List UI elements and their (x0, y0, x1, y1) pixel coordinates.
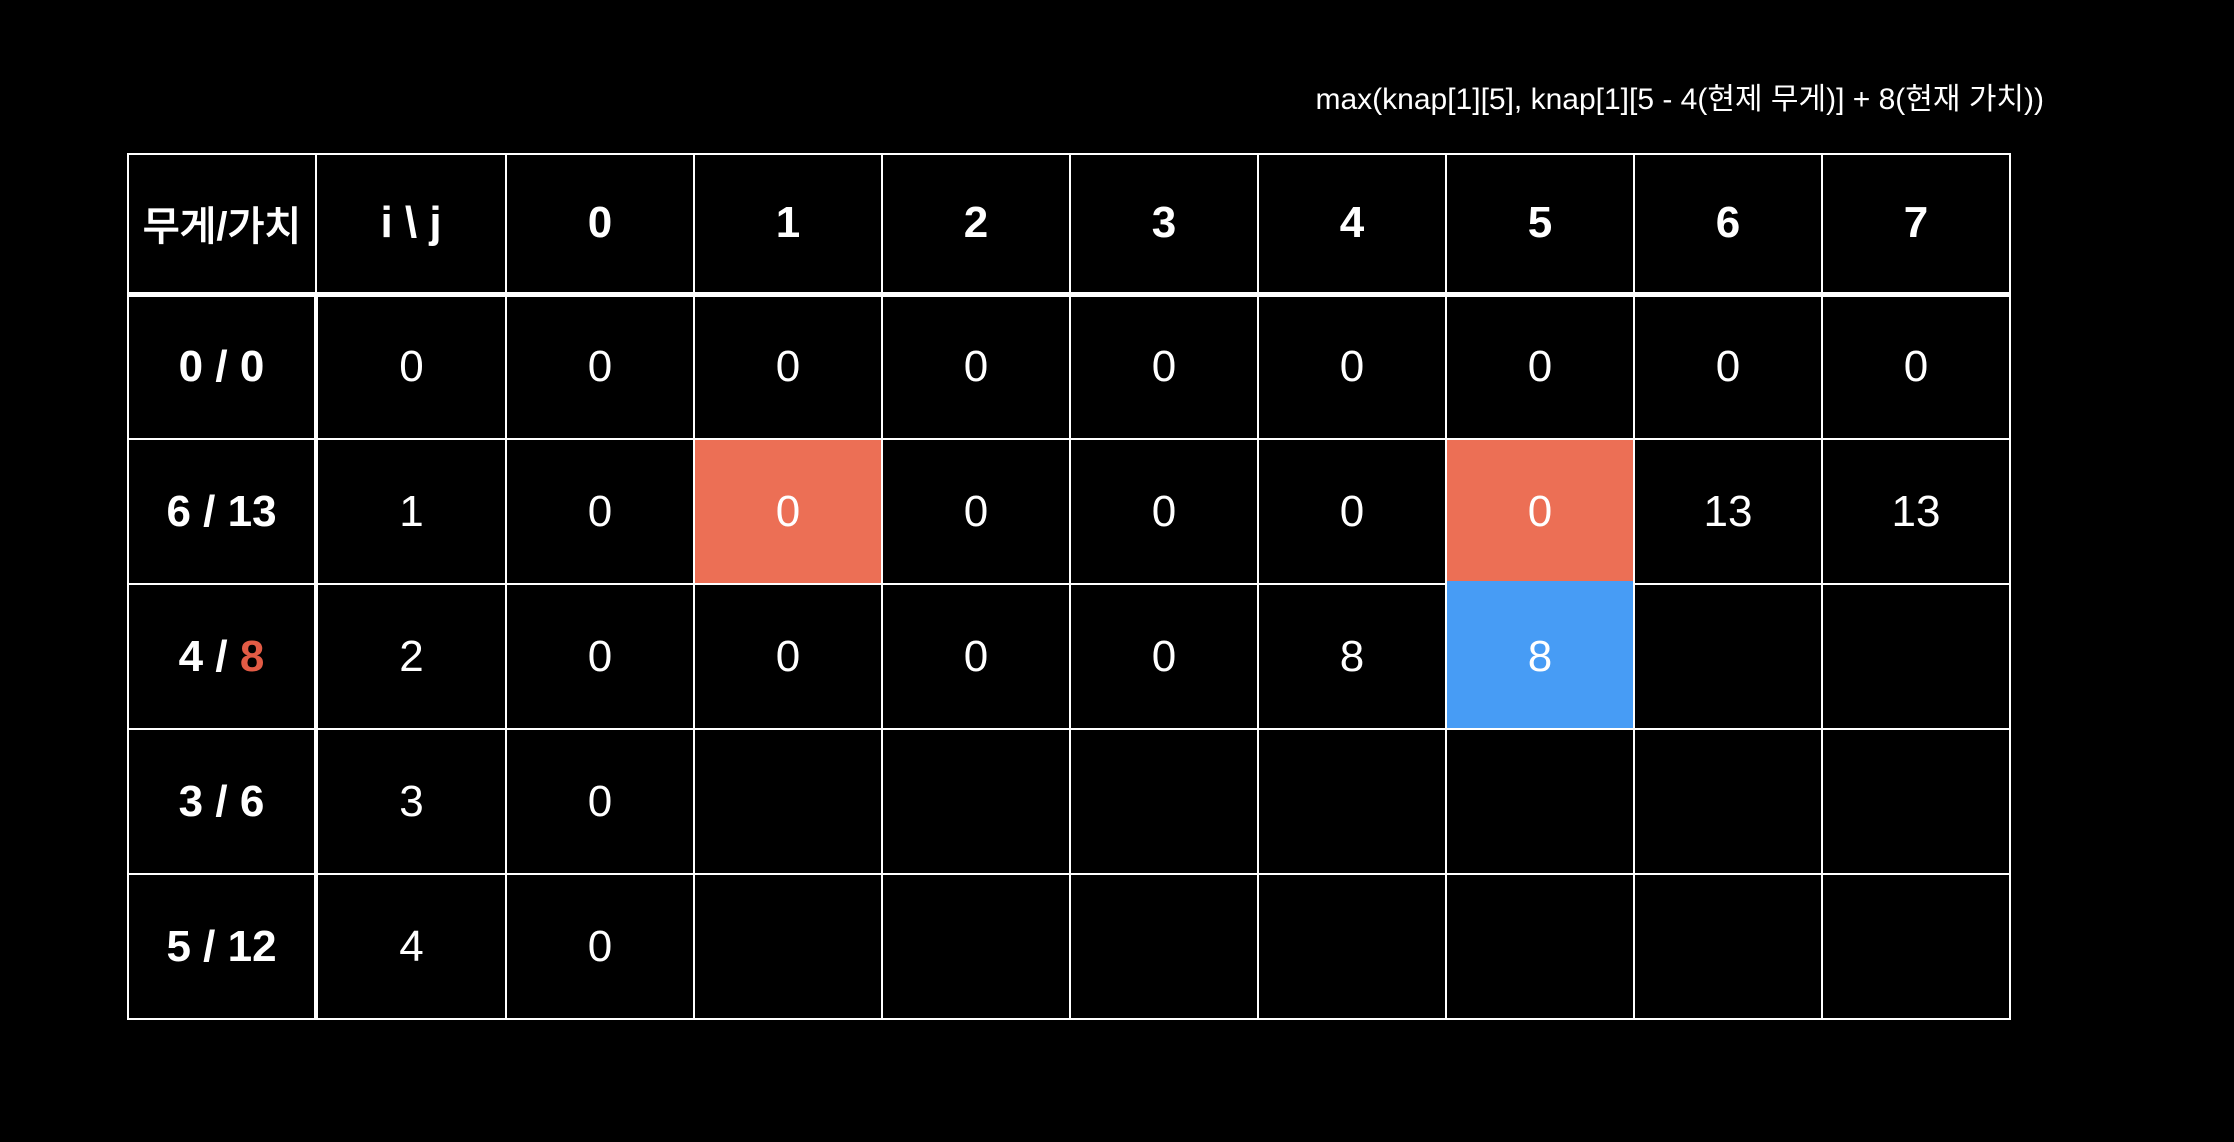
cell-r1-c5: 0 (1445, 438, 1635, 585)
row-label-value-0: 0 (239, 342, 265, 392)
row-label-sep-4: / (190, 921, 228, 971)
cell-r2-c5: 8 (1445, 582, 1635, 730)
cell-r2-c1: 0 (693, 583, 883, 730)
cell-r0-c4: 0 (1257, 293, 1447, 440)
row-index-3: 3 (315, 728, 507, 875)
cell-r1-c2: 0 (881, 438, 1071, 585)
row-label-sep-0: / (203, 342, 240, 392)
cell-r2-c0: 0 (505, 583, 695, 730)
row-label-value-4: 12 (227, 921, 277, 971)
cell-r0-c7: 0 (1821, 293, 2011, 440)
cell-r1-c3: 0 (1069, 438, 1259, 585)
cell-r0-c0: 0 (505, 293, 695, 440)
cell-r3-c4 (1257, 728, 1447, 875)
row-label-weight-0: 0 (178, 342, 204, 392)
cell-r3-c2 (881, 728, 1071, 875)
header-row: 무게/가치 i \ j 0 1 2 3 4 5 6 7 (127, 153, 2011, 297)
row-label-value-3: 6 (239, 776, 265, 826)
col-header-7: 7 (1821, 153, 2011, 297)
col-header-5: 5 (1445, 153, 1635, 297)
row-index-1: 1 (315, 438, 507, 585)
cell-r3-c6 (1633, 728, 1823, 875)
cell-r1-c7: 13 (1821, 438, 2011, 585)
row-label-weight-4: 5 (166, 921, 191, 971)
row-label-weight-3: 3 (178, 776, 204, 826)
cell-r1-c6: 13 (1633, 438, 1823, 585)
col-header-2: 2 (881, 153, 1071, 297)
table-row: 3 / 6 3 0 (127, 728, 2011, 875)
cell-r4-c7 (1821, 873, 2011, 1020)
cell-r0-c3: 0 (1069, 293, 1259, 440)
row-label-2: 4 / 8 (127, 583, 318, 730)
row-label-sep-2: / (203, 631, 240, 681)
cell-r4-c3 (1069, 873, 1259, 1020)
col-header-0: 0 (505, 153, 695, 297)
index-header-cell: i \ j (315, 153, 507, 297)
cell-r4-c2 (881, 873, 1071, 1020)
cell-r0-c2: 0 (881, 293, 1071, 440)
corner-header-cell: 무게/가치 (127, 153, 317, 297)
row-label-sep-3: / (203, 776, 240, 826)
row-label-weight-2: 4 (178, 631, 204, 681)
cell-r0-c5: 0 (1445, 293, 1635, 440)
col-header-4: 4 (1257, 153, 1447, 297)
cell-r2-c6 (1633, 583, 1823, 730)
cell-r4-c1 (693, 873, 883, 1020)
cell-r2-c3: 0 (1069, 583, 1259, 730)
table-row: 5 / 12 4 0 (127, 873, 2011, 1020)
knapsack-dp-table: 무게/가치 i \ j 0 1 2 3 4 5 6 7 0 / 0 0 0 0 … (127, 153, 2011, 1020)
row-label-3: 3 / 6 (127, 728, 318, 875)
cell-r2-c4: 8 (1257, 583, 1447, 730)
cell-r3-c0: 0 (505, 728, 695, 875)
table-row: 0 / 0 0 0 0 0 0 0 0 0 0 (127, 293, 2011, 440)
cell-r4-c5 (1445, 873, 1635, 1020)
cell-r3-c5 (1445, 728, 1635, 875)
row-label-value-2: 8 (239, 631, 265, 681)
row-index-0: 0 (315, 293, 507, 440)
row-label-weight-1: 6 (166, 486, 191, 536)
row-index-2: 2 (315, 583, 507, 730)
col-header-1: 1 (693, 153, 883, 297)
row-label-0: 0 / 0 (127, 293, 318, 440)
row-label-sep-1: / (190, 486, 228, 536)
cell-r2-c7 (1821, 583, 2011, 730)
cell-r4-c6 (1633, 873, 1823, 1020)
cell-r0-c1: 0 (693, 293, 883, 440)
cell-r0-c6: 0 (1633, 293, 1823, 440)
formula-text: max(knap[1][5], knap[1][5 - 4(현제 무게)] + … (1315, 83, 2045, 116)
cell-r3-c3 (1069, 728, 1259, 875)
cell-r1-c4: 0 (1257, 438, 1447, 585)
cell-r4-c4 (1257, 873, 1447, 1020)
cell-r3-c7 (1821, 728, 2011, 875)
cell-r3-c1 (693, 728, 883, 875)
cell-r1-c1: 0 (693, 438, 883, 585)
row-index-4: 4 (315, 873, 507, 1020)
table-row: 6 / 13 1 0 0 0 0 0 0 13 13 (127, 438, 2011, 585)
cell-r4-c0: 0 (505, 873, 695, 1020)
cell-r1-c0: 0 (505, 438, 695, 585)
row-label-4: 5 / 12 (127, 873, 318, 1020)
table-row: 4 / 8 2 0 0 0 0 8 8 (127, 582, 2011, 730)
row-label-value-1: 13 (227, 486, 277, 536)
row-label-1: 6 / 13 (127, 438, 318, 585)
cell-r2-c2: 0 (881, 583, 1071, 730)
col-header-3: 3 (1069, 153, 1259, 297)
col-header-6: 6 (1633, 153, 1823, 297)
